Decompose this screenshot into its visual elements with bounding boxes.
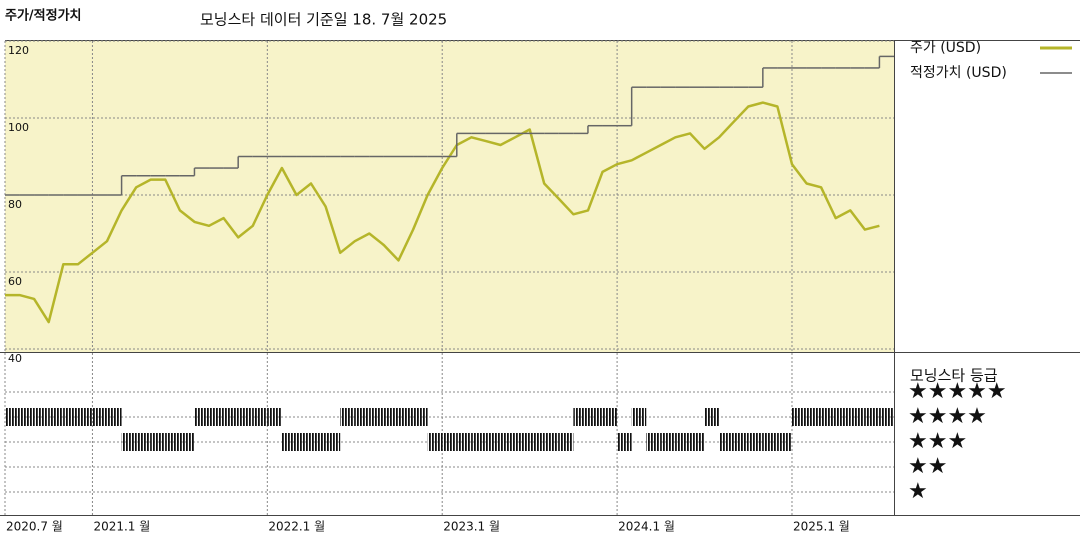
ratings-title: 모닝스타 등급 bbox=[910, 367, 998, 385]
rating-bar bbox=[806, 408, 822, 426]
rating-bar bbox=[587, 408, 603, 426]
rating-bar bbox=[398, 408, 414, 426]
rating-bar bbox=[821, 408, 836, 426]
rating-bar bbox=[252, 408, 268, 426]
x-tick-label: 2025.1 월 bbox=[793, 520, 850, 534]
rating-bar bbox=[121, 433, 137, 451]
rating-bar bbox=[325, 433, 341, 451]
rating-bar bbox=[719, 433, 734, 451]
legend-label: 주가 (USD) bbox=[910, 40, 981, 56]
rating-bar bbox=[5, 408, 20, 426]
rating-label: ★★★★ bbox=[908, 404, 987, 429]
rating-bar bbox=[456, 433, 472, 451]
rating-bar bbox=[777, 433, 792, 451]
rating-bar bbox=[77, 408, 93, 426]
rating-bar bbox=[762, 433, 778, 451]
rating-bar bbox=[573, 408, 588, 426]
rating-bar bbox=[646, 433, 661, 451]
rating-bar bbox=[704, 408, 720, 426]
rating-bar bbox=[296, 433, 312, 451]
rating-bar bbox=[238, 408, 253, 426]
x-tick-label: 2023.1 월 bbox=[443, 520, 500, 534]
rating-bar bbox=[369, 408, 384, 426]
x-tick-label: 2020.7 월 bbox=[6, 520, 63, 534]
rating-bar bbox=[835, 408, 851, 426]
rating-bar bbox=[864, 408, 880, 426]
legend-label: 적정가치 (USD) bbox=[910, 65, 1007, 81]
rating-bar bbox=[19, 408, 35, 426]
rating-bar bbox=[179, 433, 195, 451]
rating-bar bbox=[107, 408, 122, 426]
rating-label: ★★ bbox=[908, 454, 947, 479]
rating-bar bbox=[165, 433, 180, 451]
rating-bar bbox=[311, 433, 326, 451]
rating-bar bbox=[267, 408, 282, 426]
rating-bar bbox=[879, 408, 894, 426]
rating-bar bbox=[660, 433, 676, 451]
chart-title: 주가/적정가치 bbox=[5, 8, 82, 24]
rating-bar bbox=[631, 408, 647, 426]
rating-bar bbox=[558, 433, 574, 451]
rating-bar bbox=[92, 408, 108, 426]
rating-bar bbox=[485, 433, 501, 451]
y-tick-label: 100 bbox=[8, 121, 29, 134]
y-tick-label: 120 bbox=[8, 44, 29, 57]
rating-label: ★★★★★ bbox=[908, 379, 1007, 404]
chart-subtitle: 모닝스타 데이터 기준일 18. 7월 2025 bbox=[200, 11, 447, 29]
rating-bar bbox=[209, 408, 224, 426]
y-tick-label: 60 bbox=[8, 275, 22, 288]
rating-bar bbox=[515, 433, 530, 451]
rating-bar bbox=[791, 408, 807, 426]
rating-bar bbox=[340, 408, 355, 426]
rating-bar bbox=[850, 408, 865, 426]
price-line bbox=[5, 101, 880, 324]
rating-bar bbox=[427, 433, 443, 451]
rating-bar bbox=[150, 433, 166, 451]
rating-bar bbox=[602, 408, 618, 426]
rating-bar bbox=[48, 408, 64, 426]
x-tick-label: 2021.1 월 bbox=[93, 520, 150, 534]
rating-bar bbox=[63, 408, 78, 426]
rating-bar bbox=[675, 433, 690, 451]
rating-bar bbox=[194, 408, 210, 426]
rating-bar bbox=[617, 433, 632, 451]
rating-bar bbox=[413, 408, 428, 426]
rating-bar bbox=[689, 433, 705, 451]
rating-bar bbox=[500, 433, 516, 451]
y-tick-label: 40 bbox=[8, 352, 22, 365]
rating-bar bbox=[354, 408, 370, 426]
x-tick-label: 2024.1 월 bbox=[618, 520, 675, 534]
rating-label: ★ bbox=[908, 479, 928, 504]
x-tick-label: 2022.1 월 bbox=[268, 520, 325, 534]
rating-bar bbox=[748, 433, 763, 451]
rating-bar bbox=[281, 433, 297, 451]
rating-bar bbox=[471, 433, 486, 451]
rating-bar bbox=[383, 408, 399, 426]
rating-bar bbox=[544, 433, 559, 451]
plot-background bbox=[5, 41, 894, 352]
rating-bar bbox=[34, 408, 49, 426]
rating-label: ★★★ bbox=[908, 429, 967, 454]
rating-bar bbox=[442, 433, 457, 451]
rating-bar bbox=[733, 433, 749, 451]
rating-bar bbox=[136, 433, 151, 451]
rating-bar bbox=[529, 433, 545, 451]
rating-bar bbox=[223, 408, 239, 426]
y-tick-label: 80 bbox=[8, 198, 22, 211]
